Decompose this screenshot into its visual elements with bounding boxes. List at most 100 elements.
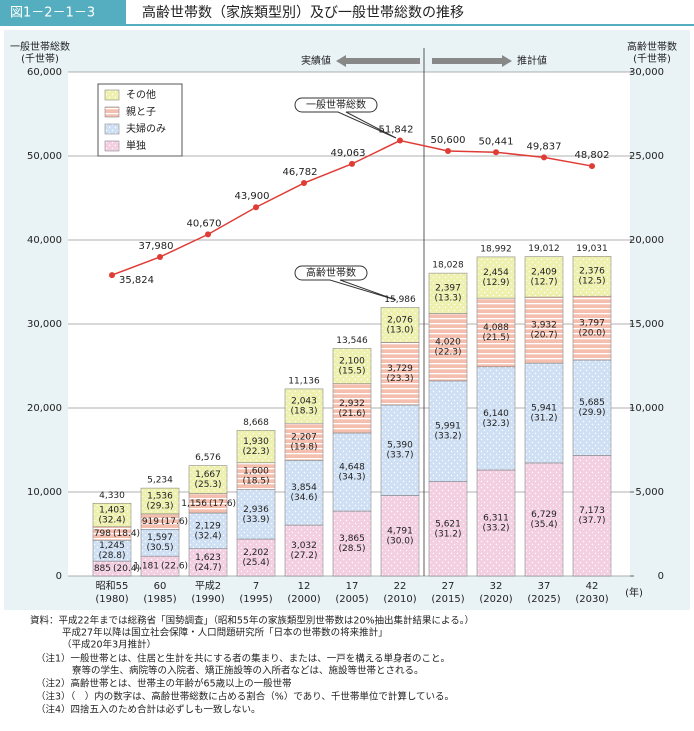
total-label: 4,330 [99,491,125,501]
bar-segment [476,297,516,368]
share-label: (25.4) [242,558,269,568]
value-label: 43,900 [235,191,270,202]
value-label: 46,782 [283,167,318,178]
share-label: (34.6) [290,493,317,503]
share-label: (31.2) [434,529,461,539]
value-label: 2,397 [435,284,461,294]
share-label: (23.3) [386,374,413,384]
value-label: 5,991 [435,422,461,432]
value-label: 2,202 [243,548,269,558]
value-label: 1,181 [133,562,159,572]
bar-segment [476,256,516,299]
share-label: (20.4) [113,564,140,574]
bar-segment [140,487,180,515]
value-label: 1,930 [243,437,269,447]
share-label: (37.7) [578,516,605,526]
share-label: (33.7) [386,451,413,461]
share-label: (29.9) [578,408,605,418]
legend-swatch [104,140,120,152]
line-point [157,253,163,260]
share-label: (27.2) [290,551,317,561]
value-label: 2,207 [291,432,317,442]
note: （注3）（ ）内の数字は、高齢世帯総数に占める割合（%）であり、千世帯単位で計算… [36,691,454,703]
value-label: 51,842 [379,125,414,136]
x-tick-label: 12 [298,581,311,592]
x-tick-label: (2015) [431,594,464,605]
value-label: 2,409 [531,267,557,277]
x-tick-label: (2020) [479,594,512,605]
line-point [301,180,307,187]
share-label: (18.5) [242,477,269,487]
value-label: 2,100 [339,357,365,367]
share-label: (33.2) [434,432,461,442]
value-label: 919 [142,517,159,527]
value-label: 1,667 [195,470,221,480]
callout-text: 高齢世帯数 [306,266,356,279]
note: （注1）一般世帯とは、住居と生計を共にする者の集まり、または、一戸を構える単身者… [36,653,450,665]
y2-label: 高齢世帯数 [627,40,677,53]
note: 平成27年以降は国立社会保障・人口問題研究所「日本の世帯数の将来推計」 [62,627,388,639]
x-tick-label: (2005) [335,594,368,605]
value-label: 3,797 [579,319,605,329]
value-label: 3,854 [291,483,317,493]
arrow-left [336,55,420,67]
share-label: (32.4) [194,531,221,541]
value-label: 50,600 [431,135,466,146]
bar-segment [188,548,228,577]
share-label: (32.4) [98,516,125,526]
bar-segment [428,380,468,482]
bar-segment [572,256,612,297]
share-label: (13.3) [434,294,461,304]
bar-segment [236,538,276,577]
share-label: (13.0) [386,325,413,335]
line-point [253,204,259,211]
callout-text: 一般世帯総数 [306,98,366,111]
value-label: 1,403 [99,506,125,516]
value-label: 5,390 [387,441,413,451]
share-label: (22.3) [434,348,461,358]
note: （注2）高齢世帯とは、世帯主の年齢が65歳以上の一般世帯 [36,678,292,690]
x-tick-label: (1985) [143,594,176,605]
callout [294,265,397,301]
share-label: (21.5) [482,333,509,343]
total-label: 15,986 [384,295,416,305]
y-tick-label: 40,000 [27,235,62,246]
bar-segment [140,529,180,557]
value-label: 48,802 [575,150,610,161]
y2-tick-label: 15,000 [629,319,664,330]
bar-segment [572,455,612,577]
x-tick-label: (2000) [287,594,320,605]
value-label: 6,729 [531,510,557,520]
bar-segment [380,342,420,406]
bar-segment [188,465,228,494]
bar-segment [380,307,420,343]
bar-segment [428,272,468,314]
legend-label: その他 [126,88,156,101]
y2-tick-label: 30,000 [629,67,664,78]
x-tick-label: 27 [442,581,455,592]
share-label: (33.9) [242,515,269,525]
share-label: (30.0) [386,536,413,546]
value-label: 5,685 [579,398,605,408]
y-tick-label: 30,000 [27,319,62,330]
value-label: 3,865 [339,534,365,544]
y-tick-label: 60,000 [27,67,62,78]
value-label: 4,088 [483,323,509,333]
share-label: (30.5) [146,543,173,553]
value-label: 1,600 [243,467,269,477]
value-label: 1,156 [181,499,207,509]
value-label: 1,597 [147,533,173,543]
legend-swatch [104,123,120,135]
total-label: 19,012 [528,244,560,254]
legend-label: 夫婦のみ [126,123,166,135]
x-tick-label: 60 [154,581,167,592]
bar-segment [380,495,420,577]
value-label: 1,623 [195,553,221,563]
bar-segment [188,512,228,549]
total-label: 11,136 [288,376,320,386]
value-label: 2,043 [291,397,317,407]
share-label: (12.5) [578,277,605,287]
total-label: 13,546 [336,336,368,346]
total-label: 5,234 [147,476,173,486]
value-label: 6,311 [483,513,509,523]
